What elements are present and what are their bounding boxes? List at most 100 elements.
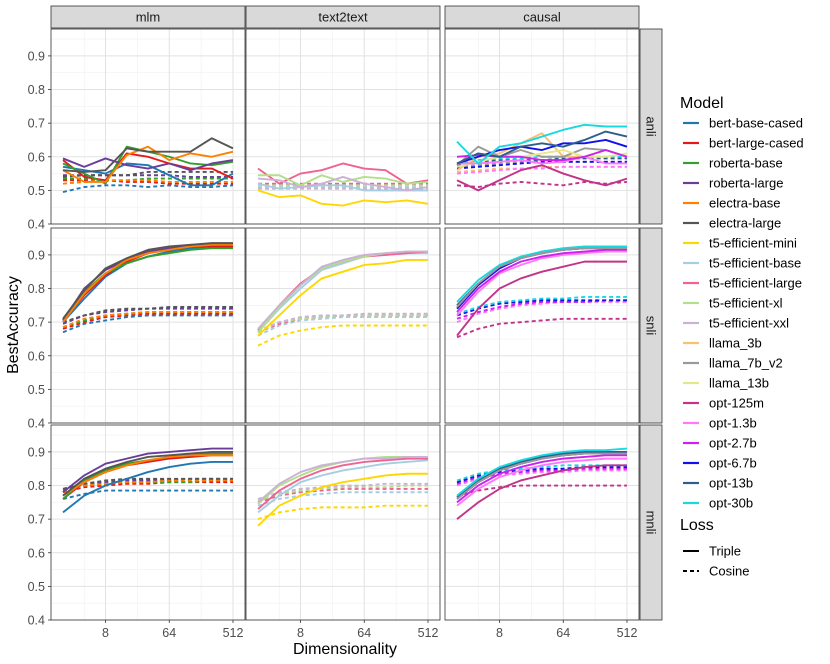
strip-snli: [639, 227, 663, 424]
legend-item-opt-2.7b: opt-2.7b: [683, 436, 757, 451]
legend-label: roberta-large: [709, 176, 783, 191]
series-line-opt-30b-triple: [456, 245, 627, 303]
strip-label-anli: anli: [644, 116, 659, 136]
y-tick-label: 0.7: [28, 117, 45, 131]
panel-mnli-text2text: 8 64 512: [245, 424, 441, 640]
x-axis-title: Dimensionality: [293, 641, 397, 658]
panels-layer: mlm text2text causalanlisnlimnli0.40.50.60…: [28, 5, 663, 640]
panel-anli-mlm: 0.4 0.5 0.6 0.7 0.8 0.9: [28, 28, 246, 232]
x-tick-label: 64: [556, 626, 570, 640]
legend-label: bert-base-cased: [709, 116, 803, 131]
panel-background: [246, 425, 440, 620]
y-tick-label: 0.8: [28, 479, 45, 493]
strip-mnli: [639, 424, 663, 621]
series-line-t5-efficient-mini-cosine: [257, 324, 428, 347]
strip-label-mnli: mnli: [644, 511, 659, 535]
series-line-opt-2.7b-triple: [456, 454, 627, 504]
x-tick-label: 512: [418, 626, 439, 640]
series-line-opt-125m-triple: [456, 464, 627, 520]
legend-label: llama_13b: [709, 376, 769, 391]
legend-item-llama_3b: llama_3b: [683, 336, 762, 351]
series-line-llama_7b_v2-triple: [456, 145, 628, 166]
series-line-opt-13b-triple: [456, 130, 628, 165]
panel-background: [246, 29, 440, 224]
legend-loss-title: Loss: [680, 517, 714, 534]
panel-background: [51, 29, 245, 224]
legend-item-llama_7b_v2: llama_7b_v2: [683, 356, 783, 371]
series-line-opt-1.3b-triple: [457, 155, 627, 165]
series-line-electra-large-triple: [62, 137, 234, 173]
legend-item-opt-125m: opt-125m: [683, 396, 764, 411]
y-tick-label: 0.6: [28, 546, 45, 560]
panel-snli-causal: [444, 227, 640, 424]
legend-label: Triple: [709, 544, 741, 559]
legend-item-roberta-base: roberta-base: [683, 156, 783, 171]
legend-item-cosine: Cosine: [683, 564, 749, 579]
series-line-llama_7b_v2-triple: [456, 247, 627, 308]
series-line-bert-base-cased-cosine: [62, 184, 234, 193]
legend-label: opt-30b: [709, 496, 753, 511]
series-line-t5-efficient-xl-cosine: [257, 484, 428, 502]
legend-label: opt-6.7b: [709, 456, 757, 471]
panel-background: [51, 228, 245, 423]
panel-border: [245, 424, 441, 621]
strip-label-mlm: mlm: [136, 10, 161, 25]
legend-label: electra-large: [709, 216, 781, 231]
series-line-t5-efficient-large-triple: [257, 457, 428, 510]
legend: Model Loss bert-base-cased bert-large-cas…: [680, 95, 804, 579]
legend-label: electra-base: [709, 196, 781, 211]
legend-label: roberta-base: [709, 156, 783, 171]
series-line-roberta-large-triple: [62, 157, 234, 172]
series-line-opt-125m-triple: [456, 164, 628, 192]
series-line-opt-125m-triple: [456, 260, 627, 337]
panel-border: [50, 227, 246, 424]
y-tick-label: 0.6: [28, 349, 45, 363]
series-line-bert-large-cased-cosine: [62, 312, 233, 330]
legend-label: opt-2.7b: [709, 436, 757, 451]
x-tick-label: 64: [357, 626, 371, 640]
series-line-electra-large-cosine: [62, 477, 233, 490]
series-line-electra-base-triple: [62, 243, 233, 323]
legend-item-t5-efficient-xl: t5-efficient-xl: [683, 296, 783, 311]
series-line-opt-1.3b-triple: [456, 250, 627, 317]
legend-item-opt-6.7b: opt-6.7b: [683, 456, 757, 471]
legend-label: opt-13b: [709, 476, 753, 491]
series-line-opt-30b-triple: [456, 447, 628, 497]
legend-item-opt-13b: opt-13b: [683, 476, 753, 491]
series-line-electra-large-triple: [62, 242, 233, 320]
series-line-t5-efficient-xxl-triple: [257, 250, 428, 330]
legend-label: opt-125m: [709, 396, 764, 411]
y-tick-label: 0.9: [28, 248, 45, 262]
y-tick-label: 0.6: [28, 150, 45, 164]
x-tick-label: 8: [102, 626, 109, 640]
legend-item-roberta-large: roberta-large: [683, 176, 783, 191]
legend-label: t5-efficient-base: [709, 256, 801, 271]
panel-mnli-causal: 8 64 512: [444, 424, 640, 640]
panel-border: [50, 424, 246, 621]
y-tick-label: 0.8: [28, 282, 45, 296]
series-line-electra-large-cosine: [62, 306, 233, 324]
strip-anli: [639, 28, 663, 225]
series-line-electra-base-cosine: [62, 479, 233, 494]
series-line-opt-2.7b-triple: [456, 248, 627, 313]
legend-item-triple: Triple: [683, 544, 741, 559]
panel-border: [50, 28, 246, 225]
panel-border: [245, 28, 441, 225]
y-tick-label: 0.4: [28, 614, 45, 628]
strip-causal: [444, 5, 640, 29]
legend-label: bert-large-cased: [709, 136, 804, 151]
series-line-electra-large-cosine: [62, 170, 233, 178]
panel-border: [245, 227, 441, 424]
y-tick-label: 0.7: [28, 513, 45, 527]
panel-snli-text2text: [245, 227, 441, 424]
series-line-bert-large-cased-triple: [62, 152, 234, 182]
series-line-roberta-large-triple: [62, 447, 233, 493]
legend-item-opt-30b: opt-30b: [683, 496, 753, 511]
legend-item-electra-base: electra-base: [683, 196, 781, 211]
y-tick-label: 0.4: [28, 417, 45, 431]
strip-text2text: [245, 5, 441, 29]
y-tick-label: 0.8: [28, 83, 45, 97]
series-line-llama_7b_v2-triple: [456, 452, 627, 500]
legend-item-t5-efficient-base: t5-efficient-base: [683, 256, 801, 271]
